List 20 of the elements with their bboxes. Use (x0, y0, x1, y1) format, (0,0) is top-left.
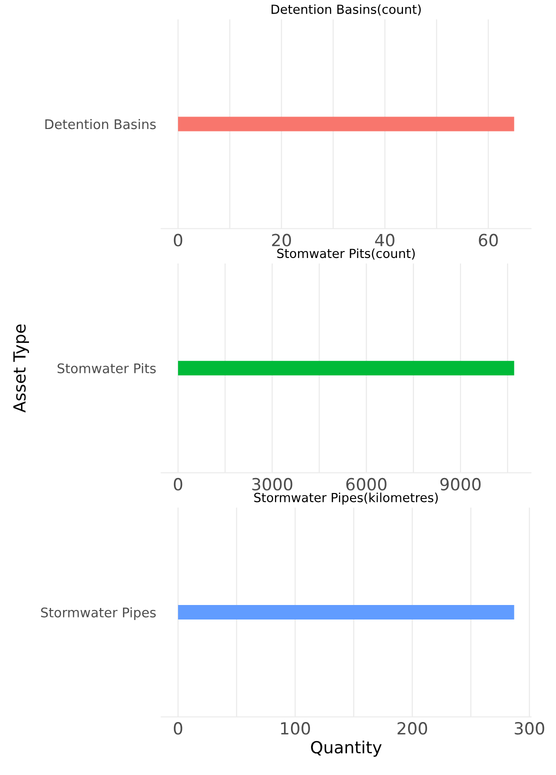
x-tick-label: 20 (272, 234, 291, 246)
chart-title: Stormwater Pipes(kilometres) (254, 492, 438, 505)
y-tick-label: Detention Basins (45, 118, 156, 130)
x-tick-label: 300 (514, 722, 544, 735)
x-tick-label: 200 (398, 722, 428, 735)
x-tick-label: 60 (478, 234, 498, 246)
chart-title: Detention Basins(count) (272, 4, 421, 16)
y-axis-title: Asset Type (13, 324, 29, 413)
x-tick-label: 0 (174, 234, 182, 246)
x-tick-label: 100 (281, 722, 310, 735)
x-tick-label: 9000 (440, 478, 481, 491)
y-tick-label: Stormwater Pipes (41, 607, 156, 620)
x-tick-label: 0 (174, 722, 182, 735)
y-tick-label: Stomwater Pits (58, 363, 156, 374)
x-tick-label: 6000 (346, 478, 386, 491)
x-axis-title: Quantity (311, 740, 382, 757)
x-tick-label: 3000 (252, 478, 292, 491)
x-tick-label: 40 (375, 234, 394, 246)
x-tick-label: 0 (174, 478, 182, 491)
chart-title: Stomwater Pits(count) (277, 248, 415, 260)
